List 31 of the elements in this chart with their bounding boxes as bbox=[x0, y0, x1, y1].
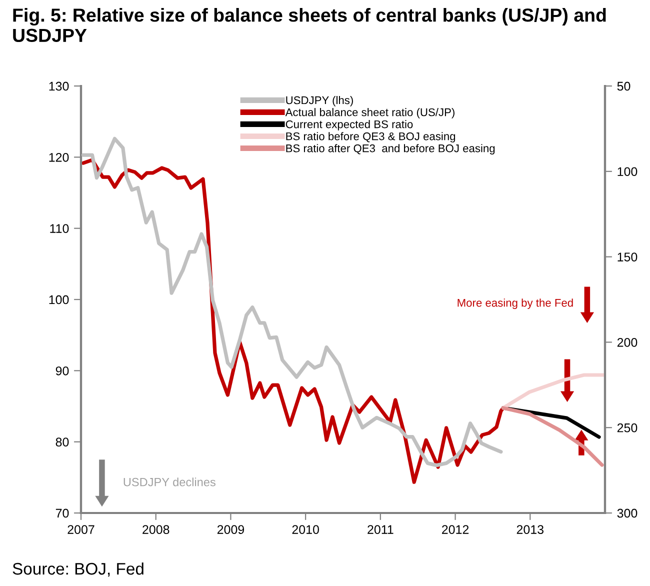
chart-title: Fig. 5: Relative size of balance sheets of central banks (US/JP) and USDJPY bbox=[13, 8, 606, 42]
y2-tick-label: 50 bbox=[617, 82, 630, 91]
y-tick-label: 70 bbox=[56, 508, 69, 518]
y-tick-label: 120 bbox=[49, 152, 69, 162]
source-note: Source: BOJ, Fed bbox=[12, 562, 144, 577]
x-tick-label: 2010 bbox=[292, 525, 319, 534]
x-tick-label: 2013 bbox=[516, 525, 544, 534]
legend-label: Actual balance sheet ratio (US/JP) bbox=[285, 108, 454, 118]
y2-tick-label: 100 bbox=[618, 167, 638, 176]
x-tick-label: 2011 bbox=[368, 525, 394, 534]
y-tick-label: 90 bbox=[56, 366, 69, 376]
y2-tick-label: 250 bbox=[617, 423, 638, 432]
y2-tick-label: 300 bbox=[617, 508, 638, 518]
y-tick-label: 80 bbox=[56, 438, 69, 446]
line-series bbox=[501, 373, 605, 410]
x-tick-label: 2012 bbox=[442, 525, 469, 534]
legend-label: BS ratio after QE3 and before BOJ easing bbox=[286, 144, 495, 154]
x-tick-label: 2009 bbox=[217, 525, 244, 534]
y-tick-label: 110 bbox=[50, 224, 69, 233]
x-tick-label: 2007 bbox=[68, 525, 94, 534]
annotation: USDJPY declines bbox=[124, 478, 216, 486]
legend-label: Current expected BS ratio bbox=[286, 120, 413, 130]
y2-tick-label: 200 bbox=[617, 338, 638, 347]
y-tick-label: 100 bbox=[49, 295, 69, 304]
y2-tick-label: 150 bbox=[618, 252, 638, 262]
y-tick-label: 130 bbox=[49, 82, 69, 91]
line-series bbox=[501, 406, 604, 467]
annotation: More easing by the Fed bbox=[458, 298, 573, 309]
legend-label: BS ratio before QE3 & BOJ easing bbox=[286, 132, 456, 142]
legend-label: USDJPY (lhs) bbox=[286, 96, 353, 106]
x-tick-label: 2008 bbox=[142, 525, 170, 534]
